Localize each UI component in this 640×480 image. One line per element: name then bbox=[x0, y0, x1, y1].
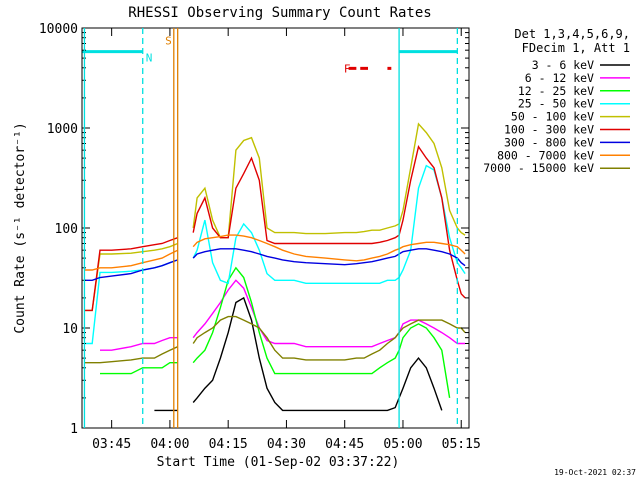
legend-entry-label: 300 - 800 keV bbox=[504, 135, 594, 149]
series-line-7-1 bbox=[192, 234, 466, 262]
legend-entry-label: 50 - 100 keV bbox=[511, 110, 594, 124]
legend-entry-label: 100 - 300 keV bbox=[504, 123, 594, 137]
x-tick-label: 04:00 bbox=[150, 437, 189, 452]
chart-title: RHESSI Observing Summary Count Rates bbox=[128, 5, 431, 21]
series-line-3-1 bbox=[192, 164, 466, 285]
legend-entry-label: 25 - 50 keV bbox=[518, 97, 594, 111]
y-axis-label: Count Rate (s⁻¹ detector⁻¹) bbox=[13, 122, 28, 333]
series-line-0-1 bbox=[192, 296, 443, 412]
series-line-6-0 bbox=[84, 259, 178, 281]
y-tick-label: 10000 bbox=[39, 22, 78, 37]
series-line-5-1 bbox=[192, 144, 466, 299]
x-tick-label: 05:00 bbox=[383, 437, 422, 452]
series-line-4-0 bbox=[84, 242, 178, 312]
series-line-4-1 bbox=[192, 122, 466, 239]
y-tick-labels: 1 10 100 1000 10000 bbox=[39, 22, 78, 437]
series-line-8-1 bbox=[192, 315, 466, 361]
series-line-1-1 bbox=[192, 279, 466, 348]
x-axis-label: Start Time (01-Sep-02 03:37:22) bbox=[157, 455, 400, 470]
footer-timestamp: 19-Oct-2021 02:37 bbox=[554, 468, 636, 477]
x-tick-labels: 03:45 04:00 04:15 04:30 04:45 05:00 05:15 bbox=[92, 437, 481, 452]
marker-label-n: N bbox=[146, 52, 153, 65]
series-line-6-1 bbox=[192, 248, 466, 267]
x-tick-label: 04:45 bbox=[325, 437, 364, 452]
marker-label-f: F bbox=[344, 62, 351, 75]
legend-header-line-1: Det 1,3,4,5,6,9, bbox=[514, 27, 630, 41]
series-line-5-0 bbox=[84, 237, 178, 312]
series-line-7-0 bbox=[84, 249, 179, 271]
x-tick-label: 04:30 bbox=[267, 437, 306, 452]
series-layer bbox=[84, 122, 466, 412]
x-tick-label: 03:45 bbox=[92, 437, 131, 452]
marker-label-s: S bbox=[165, 35, 172, 48]
legend-entry-label: 12 - 25 keV bbox=[518, 84, 594, 98]
legend-entry-label: 800 - 7000 keV bbox=[497, 148, 594, 162]
event-markers: NS F bbox=[83, 28, 458, 428]
y-tick-label: 10 bbox=[62, 322, 78, 337]
series-line-1-0 bbox=[100, 337, 178, 351]
legend: Det 1,3,4,5,6,9, FDecim 1, Att 1 3 - 6 k… bbox=[483, 27, 630, 175]
legend-entry-label: 7000 - 15000 keV bbox=[483, 161, 594, 175]
legend-entry-label: 3 - 6 keV bbox=[532, 58, 594, 72]
y-tick-label: 100 bbox=[55, 222, 78, 237]
legend-header-line-2: FDecim 1, Att 1 bbox=[522, 41, 630, 55]
y-tick-label: 1 bbox=[70, 422, 78, 437]
x-tick-label: 05:15 bbox=[442, 437, 481, 452]
series-line-2-1 bbox=[192, 266, 451, 399]
series-line-3-0 bbox=[84, 259, 178, 345]
series-line-8-0 bbox=[84, 346, 178, 364]
series-line-2-0 bbox=[100, 362, 178, 375]
x-tick-label: 04:15 bbox=[209, 437, 248, 452]
y-tick-label: 1000 bbox=[47, 122, 78, 137]
legend-entry-label: 6 - 12 keV bbox=[525, 71, 594, 85]
